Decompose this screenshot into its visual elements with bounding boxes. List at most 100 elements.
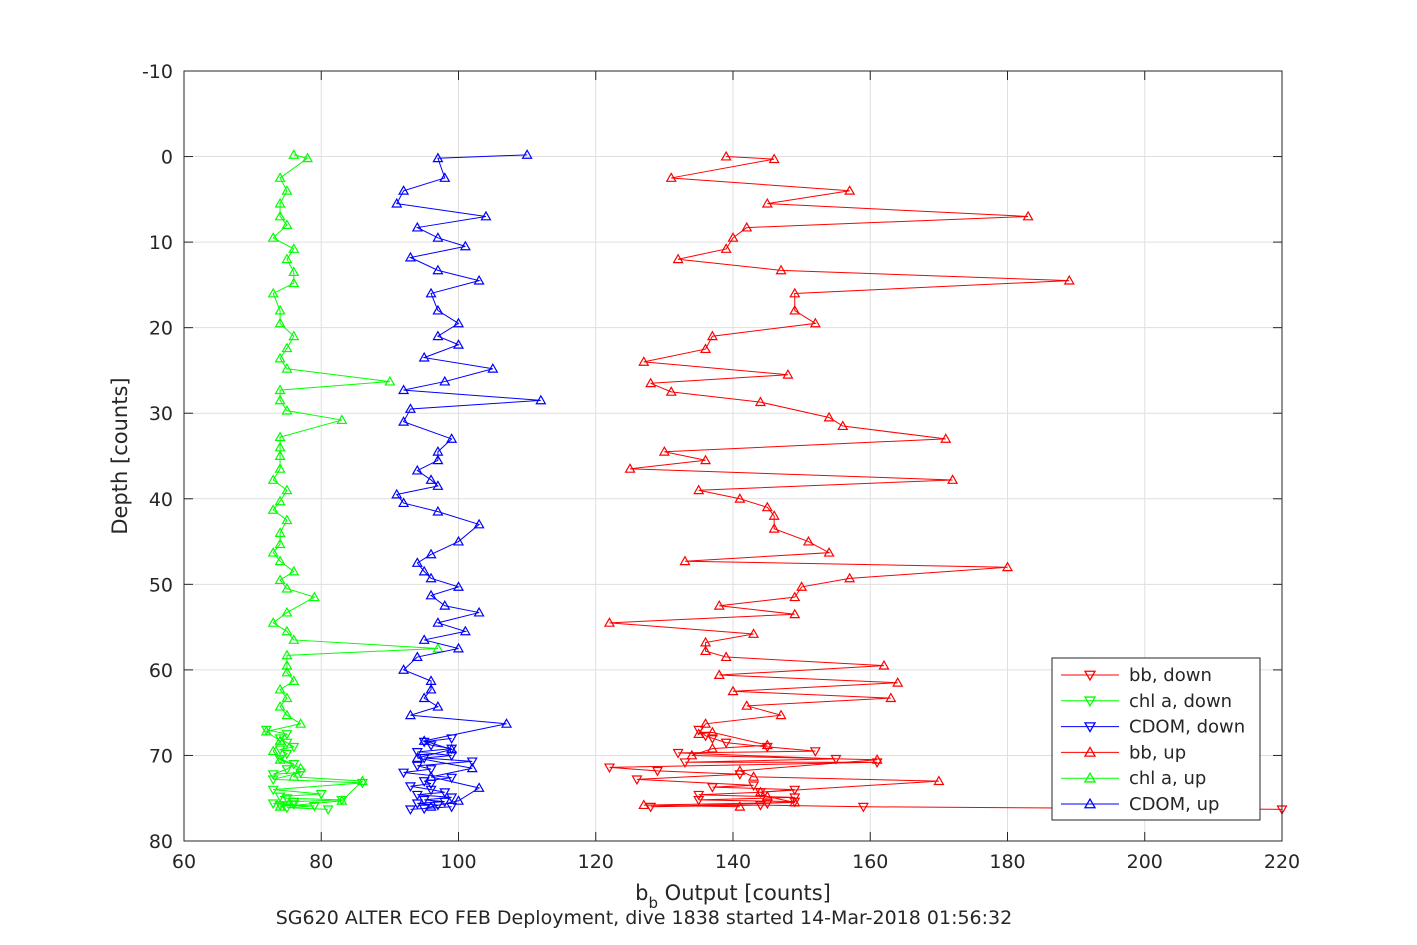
data-point: [281, 709, 293, 720]
data-point: [754, 786, 766, 797]
data-point: [418, 692, 430, 703]
data-point: [411, 790, 423, 801]
data-point: [398, 416, 410, 426]
data-point: [322, 805, 334, 816]
data-point: [830, 754, 842, 765]
data-point: [315, 789, 327, 800]
data-point: [411, 748, 423, 758]
data-point: [281, 730, 293, 740]
data-point: [706, 726, 718, 737]
data-point: [734, 765, 746, 775]
series-cdom-up: [391, 149, 547, 811]
data-point: [281, 253, 293, 264]
legend-box: [1051, 657, 1261, 821]
data-point: [267, 775, 279, 786]
data-point: [274, 527, 286, 537]
data-point: [700, 718, 712, 728]
data-point: [837, 420, 849, 431]
y-tick-label: 60: [149, 660, 173, 682]
data-point: [700, 343, 712, 354]
data-point: [274, 463, 286, 473]
data-point: [466, 757, 478, 768]
data-point: [281, 765, 293, 775]
data-point: [274, 304, 286, 315]
legend-label: chl a, down: [1129, 691, 1232, 712]
legend-item-chl-a-up: chl a, up: [1061, 768, 1206, 789]
x-tick-label: 200: [1127, 851, 1163, 873]
data-point: [432, 304, 444, 315]
axis-ticks: 60 80 100 120 140 160 180 200 220-10010203040506…: [142, 61, 1300, 873]
data-point: [432, 454, 444, 465]
chart-caption: SG620 ALTER ECO FEB Deployment, dive 183…: [276, 907, 1012, 929]
legend-marker: [1083, 771, 1097, 783]
data-point: [857, 802, 869, 813]
data-point: [452, 795, 465, 805]
data-point: [782, 369, 794, 379]
data-point: [672, 748, 684, 759]
data-point: [411, 752, 423, 762]
data-point: [398, 664, 410, 674]
legend-label: chl a, up: [1129, 768, 1206, 789]
data-point: [308, 801, 320, 812]
data-point: [473, 274, 485, 285]
data-point: [425, 785, 437, 796]
legend-item-cdom-down: CDOM, down: [1061, 717, 1245, 738]
data-point: [521, 149, 533, 159]
data-point: [700, 454, 712, 465]
y-tick-label: 70: [149, 745, 173, 767]
data-point: [267, 504, 279, 514]
data-point: [425, 287, 437, 298]
data-point: [281, 484, 293, 495]
data-point: [404, 403, 416, 413]
data-point: [274, 754, 286, 764]
data-point: [754, 396, 766, 407]
y-tick-label: 40: [149, 489, 173, 511]
data-point: [658, 446, 670, 456]
data-point: [775, 709, 787, 720]
data-point: [281, 649, 293, 660]
legend-item-chl-a-down: chl a, down: [1061, 691, 1232, 712]
data-point: [432, 264, 444, 275]
data-point: [425, 765, 437, 775]
data-point: [871, 754, 883, 764]
data-point: [693, 484, 705, 495]
data-point: [1022, 210, 1034, 221]
data-point: [892, 677, 904, 687]
data-point: [425, 741, 437, 751]
y-tick-label: 10: [149, 232, 173, 254]
data-point: [418, 565, 430, 576]
data-point: [1063, 274, 1075, 285]
data-point: [761, 742, 773, 753]
data-point: [789, 608, 801, 619]
data-point: [734, 493, 746, 503]
legend-label: bb, up: [1129, 742, 1186, 763]
data-point: [802, 535, 815, 546]
data-point: [288, 634, 300, 644]
data-point: [452, 339, 465, 349]
data-point: [796, 581, 808, 591]
data-point: [398, 185, 410, 195]
data-point: [638, 799, 650, 810]
legend-item-bb-down: bb, down: [1061, 665, 1212, 686]
data-point: [432, 232, 444, 242]
data-point: [425, 474, 437, 484]
data-point: [700, 731, 712, 742]
data-point: [336, 414, 348, 425]
data-point: [274, 538, 286, 549]
data-point: [665, 386, 677, 396]
data-point: [274, 700, 286, 711]
y-tick-label: 30: [149, 403, 173, 425]
data-point: [439, 788, 451, 798]
data-point: [439, 172, 451, 182]
data-point: [933, 775, 945, 786]
x-axis-label: bb Output [counts]: [635, 881, 831, 912]
x-axis-label-subscript: b: [648, 894, 658, 912]
data-point: [404, 709, 416, 720]
data-point: [720, 150, 732, 161]
data-point: [281, 659, 293, 670]
data-point: [267, 546, 279, 557]
data-point: [288, 797, 300, 808]
data-point: [267, 745, 279, 756]
data-point: [432, 617, 444, 627]
data-point: [638, 356, 650, 366]
